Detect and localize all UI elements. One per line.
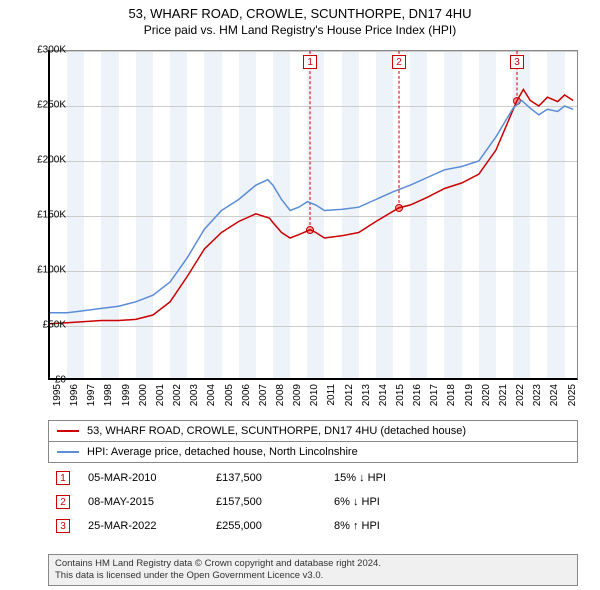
x-tick-label: 2003 bbox=[189, 384, 200, 406]
x-tick-label: 1999 bbox=[121, 384, 132, 406]
event-date: 05-MAR-2010 bbox=[88, 472, 198, 484]
footer-line-1: Contains HM Land Registry data © Crown c… bbox=[55, 558, 571, 570]
x-tick-label: 2004 bbox=[206, 384, 217, 406]
x-tick-label: 2020 bbox=[481, 384, 492, 406]
x-tick-label: 2007 bbox=[258, 384, 269, 406]
x-tick-label: 2018 bbox=[446, 384, 457, 406]
event-date: 25-MAR-2022 bbox=[88, 520, 198, 532]
footer-attribution: Contains HM Land Registry data © Crown c… bbox=[48, 554, 578, 586]
x-tick-label: 2016 bbox=[412, 384, 423, 406]
x-tick-label: 2011 bbox=[326, 384, 337, 406]
x-tick-label: 1995 bbox=[52, 384, 63, 406]
line-plot bbox=[50, 51, 580, 381]
chart-container: 53, WHARF ROAD, CROWLE, SCUNTHORPE, DN17… bbox=[0, 0, 600, 590]
plot-area: 123 bbox=[48, 50, 578, 380]
y-tick-label: £200K bbox=[18, 155, 66, 166]
series-price_paid bbox=[50, 90, 573, 324]
events-table: 1 05-MAR-2010 £137,500 15% ↓ HPI 2 08-MAY-201… bbox=[48, 466, 578, 538]
x-tick-label: 2014 bbox=[378, 384, 389, 406]
legend-row: 53, WHARF ROAD, CROWLE, SCUNTHORPE, DN17… bbox=[49, 421, 577, 442]
event-price: £157,500 bbox=[216, 496, 316, 508]
legend-label: 53, WHARF ROAD, CROWLE, SCUNTHORPE, DN17… bbox=[87, 425, 466, 437]
legend: 53, WHARF ROAD, CROWLE, SCUNTHORPE, DN17… bbox=[48, 420, 578, 463]
x-tick-label: 2024 bbox=[549, 384, 560, 406]
event-row: 3 25-MAR-2022 £255,000 8% ↑ HPI bbox=[48, 514, 578, 538]
legend-label: HPI: Average price, detached house, Nort… bbox=[87, 446, 358, 458]
legend-row: HPI: Average price, detached house, Nort… bbox=[49, 442, 577, 463]
event-number-box: 1 bbox=[56, 471, 70, 485]
event-diff: 8% ↑ HPI bbox=[334, 520, 444, 532]
footer-line-2: This data is licensed under the Open Gov… bbox=[55, 570, 571, 582]
event-number-box: 3 bbox=[56, 519, 70, 533]
event-diff: 6% ↓ HPI bbox=[334, 496, 444, 508]
x-tick-label: 1998 bbox=[103, 384, 114, 406]
chart-subtitle: Price paid vs. HM Land Registry's House … bbox=[0, 21, 600, 37]
x-tick-label: 2006 bbox=[241, 384, 252, 406]
x-tick-label: 2012 bbox=[344, 384, 355, 406]
event-diff: 15% ↓ HPI bbox=[334, 472, 444, 484]
event-row: 1 05-MAR-2010 £137,500 15% ↓ HPI bbox=[48, 466, 578, 490]
x-tick-label: 2008 bbox=[275, 384, 286, 406]
x-tick-label: 2002 bbox=[172, 384, 183, 406]
x-tick-label: 2005 bbox=[224, 384, 235, 406]
x-tick-label: 2010 bbox=[309, 384, 320, 406]
x-tick-label: 2025 bbox=[567, 384, 578, 406]
y-tick-label: £250K bbox=[18, 100, 66, 111]
legend-swatch bbox=[57, 451, 79, 453]
event-price: £137,500 bbox=[216, 472, 316, 484]
x-tick-label: 2000 bbox=[138, 384, 149, 406]
y-tick-label: £150K bbox=[18, 210, 66, 221]
x-tick-label: 2022 bbox=[515, 384, 526, 406]
event-price: £255,000 bbox=[216, 520, 316, 532]
y-tick-label: £50K bbox=[18, 320, 66, 331]
chart-title: 53, WHARF ROAD, CROWLE, SCUNTHORPE, DN17… bbox=[0, 0, 600, 21]
event-date: 08-MAY-2015 bbox=[88, 496, 198, 508]
x-tick-label: 1997 bbox=[86, 384, 97, 406]
x-tick-label: 2017 bbox=[429, 384, 440, 406]
x-tick-label: 2023 bbox=[532, 384, 543, 406]
event-number-box: 2 bbox=[56, 495, 70, 509]
x-tick-label: 1996 bbox=[69, 384, 80, 406]
legend-swatch bbox=[57, 430, 79, 432]
series-hpi bbox=[50, 101, 573, 313]
event-row: 2 08-MAY-2015 £157,500 6% ↓ HPI bbox=[48, 490, 578, 514]
x-tick-label: 2013 bbox=[361, 384, 372, 406]
y-tick-label: £300K bbox=[18, 45, 66, 56]
y-tick-label: £100K bbox=[18, 265, 66, 276]
x-tick-label: 2009 bbox=[292, 384, 303, 406]
x-tick-label: 2021 bbox=[498, 384, 509, 406]
x-tick-label: 2001 bbox=[155, 384, 166, 406]
x-tick-label: 2015 bbox=[395, 384, 406, 406]
x-tick-label: 2019 bbox=[464, 384, 475, 406]
